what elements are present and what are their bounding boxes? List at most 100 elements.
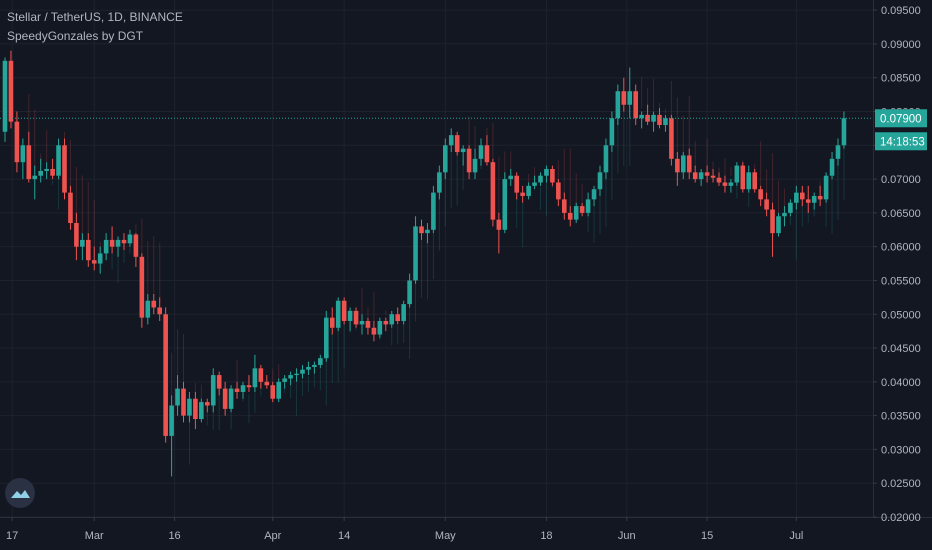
candle-body <box>603 145 609 173</box>
candle <box>573 202 579 224</box>
candle-body <box>115 239 121 247</box>
y-tick-label: 0.03000 <box>881 444 921 456</box>
candle-body <box>133 234 139 257</box>
candle-body <box>145 300 151 318</box>
candle-body <box>532 182 537 186</box>
candle-body <box>645 114 650 122</box>
candle <box>205 398 210 413</box>
candle-body <box>663 118 668 126</box>
candle <box>86 233 91 267</box>
y-tick-label: 0.04500 <box>881 343 921 355</box>
candle-body <box>234 388 240 392</box>
candle-body <box>163 314 168 436</box>
candle <box>437 165 442 200</box>
x-tick-label: Apr <box>264 530 281 542</box>
candle-body <box>443 145 448 173</box>
candle-body <box>205 402 210 406</box>
indicator-legend[interactable]: SpeedyGonzales by DGT <box>7 29 144 43</box>
candle <box>252 354 258 392</box>
candle-body <box>413 226 418 281</box>
candle-body <box>597 172 603 190</box>
candle-body <box>395 314 400 322</box>
candle-body <box>788 202 793 213</box>
candle <box>26 131 32 183</box>
time-axis[interactable]: 17 Mar 16 Apr 14 May 18 Jun 15 Jul <box>6 517 803 542</box>
candle-series <box>2 50 847 477</box>
candle <box>133 233 139 267</box>
tradingview-logo[interactable] <box>5 478 35 508</box>
candle-body <box>758 189 763 200</box>
candle-body <box>538 175 543 183</box>
candle <box>633 84 638 126</box>
candle-body <box>508 175 514 180</box>
candle-body <box>472 158 478 173</box>
candle-body <box>252 368 258 388</box>
symbol-legend[interactable]: Stellar / TetherUS, 1D, BINANCE <box>7 10 183 24</box>
candle <box>448 128 454 153</box>
candle-body <box>26 145 32 180</box>
candle <box>2 57 8 142</box>
candle <box>300 364 305 379</box>
price-axis[interactable]: 0.02000 0.02500 0.03000 0.03500 0.04000 0.045… <box>873 5 921 524</box>
candle-body <box>627 91 633 105</box>
candle <box>68 185 73 230</box>
candle <box>38 158 43 183</box>
candle <box>585 192 591 217</box>
candle-body <box>562 199 567 213</box>
candle-body <box>365 321 371 328</box>
candle-body <box>496 219 502 230</box>
candle-body <box>56 145 61 176</box>
candle-body <box>103 239 109 254</box>
candle <box>371 321 377 342</box>
candle-body <box>841 118 847 146</box>
candle-body <box>74 223 79 247</box>
candle <box>103 233 109 261</box>
candle <box>222 381 228 416</box>
candle <box>621 77 627 112</box>
candle <box>835 138 841 166</box>
candle <box>246 375 252 392</box>
candle <box>651 111 656 132</box>
candle-body <box>288 375 293 379</box>
candle <box>288 371 293 386</box>
candle <box>56 138 61 180</box>
y-tick-label: 0.02500 <box>881 478 921 490</box>
candle-body <box>591 189 597 200</box>
candle <box>722 175 728 193</box>
x-tick-label: Jun <box>618 530 636 542</box>
candle-body <box>270 385 276 399</box>
candle-body <box>44 168 49 171</box>
candle-body <box>811 195 817 203</box>
candle-body <box>454 135 460 153</box>
candle <box>472 148 478 180</box>
candle-body <box>770 209 775 234</box>
candle-body <box>633 91 638 119</box>
candle <box>478 138 484 166</box>
candle-body <box>734 165 740 183</box>
candle <box>353 307 359 328</box>
candle <box>544 165 549 183</box>
candle-body <box>193 398 198 420</box>
candle <box>627 67 633 119</box>
candle <box>181 381 186 423</box>
candle-body <box>657 114 662 126</box>
candle-body <box>823 175 829 200</box>
candle <box>139 253 145 328</box>
candle <box>347 307 353 332</box>
candle-body <box>686 155 692 173</box>
candle-body <box>817 195 823 200</box>
candle-body <box>8 60 14 122</box>
tradingview-cloud-icon <box>11 490 30 498</box>
y-tick-label: 0.09000 <box>881 39 921 51</box>
candle-body <box>377 321 383 335</box>
candle-body <box>407 280 412 305</box>
candle-body <box>615 91 621 119</box>
y-tick-label: 0.08500 <box>881 73 921 85</box>
candle <box>752 168 757 193</box>
candle-body <box>175 388 180 406</box>
candle-body <box>460 148 466 153</box>
y-tick-label: 0.04000 <box>881 377 921 389</box>
candle-body <box>50 168 55 176</box>
candle <box>817 185 823 207</box>
